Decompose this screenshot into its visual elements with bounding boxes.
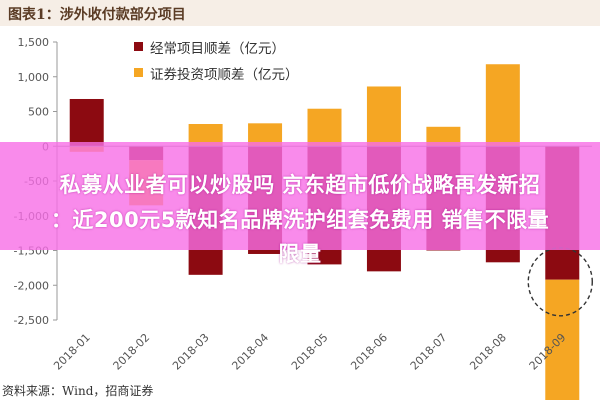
legend-label-securities: 证券投资项顺差（亿元） (150, 67, 299, 83)
x-tick-label: 2018-02 (111, 331, 153, 373)
figure-title: 图表1：涉外收付款部分项目 (8, 7, 186, 23)
x-tick-label: 2018-01 (51, 331, 93, 373)
x-tick-label: 2018-05 (289, 331, 331, 373)
x-tick-label: 2018-07 (408, 331, 450, 373)
y-tick-label: 1,000 (18, 71, 50, 84)
x-tick-label: 2018-06 (348, 331, 390, 373)
legend-swatch-current-account (134, 42, 143, 51)
y-tick-label: -2,500 (14, 314, 49, 327)
bar-current-account-2018-01 (69, 98, 104, 147)
x-tick-label: 2018-08 (467, 331, 509, 373)
banner-headline-line-3[interactable]: 限量 (278, 242, 322, 266)
banner-headline-line-1[interactable]: 私募从业者可以炒股吗 京东超市低价战略再发新招 (59, 173, 541, 197)
bar-securities-2018-03 (188, 124, 223, 147)
overlay-ad-banner[interactable]: 私募从业者可以炒股吗 京东超市低价战略再发新招 ：近200元5款知名品牌洗护组套… (0, 142, 600, 266)
bar-securities-2018-05 (307, 108, 342, 147)
banner-headline-line-2[interactable]: ：近200元5款知名品牌洗护组套免费用 销售不限量 (50, 208, 550, 232)
y-tick-label: 1,500 (18, 36, 50, 49)
y-tick-label: -2,000 (14, 279, 49, 292)
bar-securities-2018-09 (545, 279, 580, 400)
bar-securities-2018-08 (485, 64, 520, 147)
x-tick-label: 2018-04 (229, 331, 271, 373)
legend-label-current-account: 经常项目顺差（亿元） (150, 41, 285, 57)
bar-securities-2018-07 (426, 126, 461, 147)
y-tick-label: 500 (28, 106, 49, 119)
x-tick-label: 2018-03 (170, 331, 212, 373)
legend-swatch-securities (134, 68, 143, 77)
figure-title-bar: 图表1：涉外收付款部分项目 (0, 0, 600, 26)
source-note: 资料来源：Wind，招商证券 (2, 384, 154, 398)
bar-securities-2018-06 (366, 86, 401, 147)
bar-securities-2018-04 (248, 123, 283, 147)
